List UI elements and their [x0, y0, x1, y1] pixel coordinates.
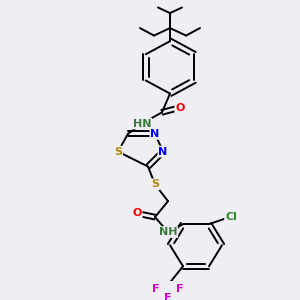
- Text: F: F: [176, 284, 184, 294]
- Text: N: N: [158, 147, 168, 157]
- Text: N: N: [150, 129, 160, 139]
- Text: S: S: [151, 179, 159, 189]
- Text: F: F: [164, 293, 172, 300]
- Text: S: S: [114, 147, 122, 157]
- Text: Cl: Cl: [225, 212, 237, 222]
- Text: HN: HN: [133, 118, 151, 128]
- Text: NH: NH: [159, 227, 177, 237]
- Text: O: O: [175, 103, 185, 112]
- Text: O: O: [132, 208, 142, 218]
- Text: F: F: [152, 284, 160, 294]
